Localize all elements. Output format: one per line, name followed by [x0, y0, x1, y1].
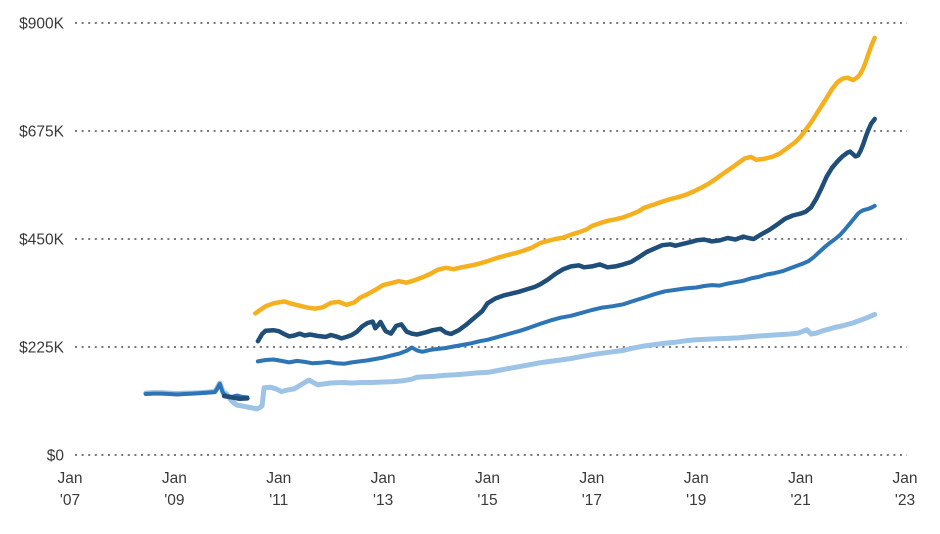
x-tick-label-year: '11 — [269, 492, 288, 509]
x-axis-labels: Jan '07 Jan '09 Jan '11 Jan '13 Jan '15 Jan '17 Jan '… — [58, 470, 918, 509]
series-line-dark-blue-seg2 — [255, 116, 877, 344]
x-tick-label-month: Jan — [371, 470, 396, 487]
x-tick-label-month: Jan — [893, 470, 918, 487]
x-tick-label-month: Jan — [162, 470, 187, 487]
x-tick-label-month: Jan — [579, 470, 604, 487]
x-tick-label-year: '17 — [582, 492, 602, 509]
series-line-gold — [253, 35, 877, 316]
y-tick-label: $0 — [47, 448, 65, 465]
x-tick-label-year: '21 — [791, 492, 811, 509]
x-tick-label-month: Jan — [788, 470, 813, 487]
x-tick-label-year: '09 — [164, 492, 184, 509]
x-tick-label-year: '23 — [895, 492, 915, 509]
x-tick-label-month: Jan — [58, 470, 83, 487]
series-lines-group — [143, 35, 878, 412]
x-tick-label-year: '07 — [60, 492, 80, 509]
y-tick-label: $225K — [19, 340, 64, 357]
series-line-light-blue — [143, 311, 878, 412]
y-tick-label: $675K — [19, 124, 64, 141]
x-tick-label-year: '15 — [477, 492, 497, 509]
x-tick-label-month: Jan — [684, 470, 709, 487]
y-tick-label: $450K — [19, 232, 64, 249]
series-line-medium-blue-seg2 — [255, 203, 877, 366]
y-tick-label: $900K — [19, 16, 64, 33]
x-tick-label-year: '19 — [686, 492, 706, 509]
series-line-dark-blue-seg1 — [221, 393, 250, 402]
x-tick-label-year: '13 — [373, 492, 393, 509]
x-tick-label-month: Jan — [266, 470, 291, 487]
gridlines-group — [75, 22, 907, 456]
y-axis-labels: $0 $225K $450K $675K $900K — [19, 16, 64, 465]
x-tick-label-month: Jan — [475, 470, 500, 487]
